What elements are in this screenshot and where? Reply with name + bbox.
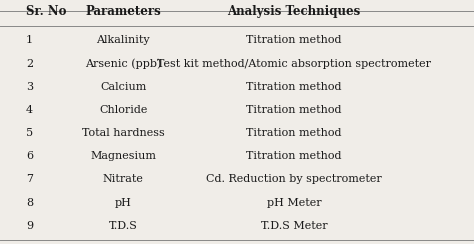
Text: Magnesium: Magnesium xyxy=(90,151,156,161)
Text: 6: 6 xyxy=(26,151,33,161)
Text: 8: 8 xyxy=(26,198,33,208)
Text: 2: 2 xyxy=(26,59,33,69)
Text: Cd. Reduction by spectrometer: Cd. Reduction by spectrometer xyxy=(206,174,382,184)
Text: Titration method: Titration method xyxy=(246,151,342,161)
Text: 9: 9 xyxy=(26,221,33,231)
Text: pH: pH xyxy=(115,198,132,208)
Text: T.D.S: T.D.S xyxy=(109,221,137,231)
Text: 5: 5 xyxy=(26,128,33,138)
Text: 1: 1 xyxy=(26,35,33,45)
Text: pH Meter: pH Meter xyxy=(266,198,321,208)
Text: Titration method: Titration method xyxy=(246,128,342,138)
Text: 7: 7 xyxy=(26,174,33,184)
Text: Analysis Techniques: Analysis Techniques xyxy=(227,5,361,18)
Text: Alkalinity: Alkalinity xyxy=(96,35,150,45)
Text: Titration method: Titration method xyxy=(246,82,342,92)
Text: 3: 3 xyxy=(26,82,33,92)
Text: Chloride: Chloride xyxy=(99,105,147,115)
Text: Total hardness: Total hardness xyxy=(82,128,164,138)
Text: Sr. No: Sr. No xyxy=(26,5,66,18)
Text: Titration method: Titration method xyxy=(246,35,342,45)
Text: Test kit method/Atomic absorption spectrometer: Test kit method/Atomic absorption spectr… xyxy=(157,59,431,69)
Text: Nitrate: Nitrate xyxy=(103,174,144,184)
Text: Parameters: Parameters xyxy=(85,5,161,18)
Text: 4: 4 xyxy=(26,105,33,115)
Text: Titration method: Titration method xyxy=(246,105,342,115)
Text: Arsenic (ppb): Arsenic (ppb) xyxy=(85,59,162,69)
Text: T.D.S Meter: T.D.S Meter xyxy=(261,221,327,231)
Text: Calcium: Calcium xyxy=(100,82,146,92)
